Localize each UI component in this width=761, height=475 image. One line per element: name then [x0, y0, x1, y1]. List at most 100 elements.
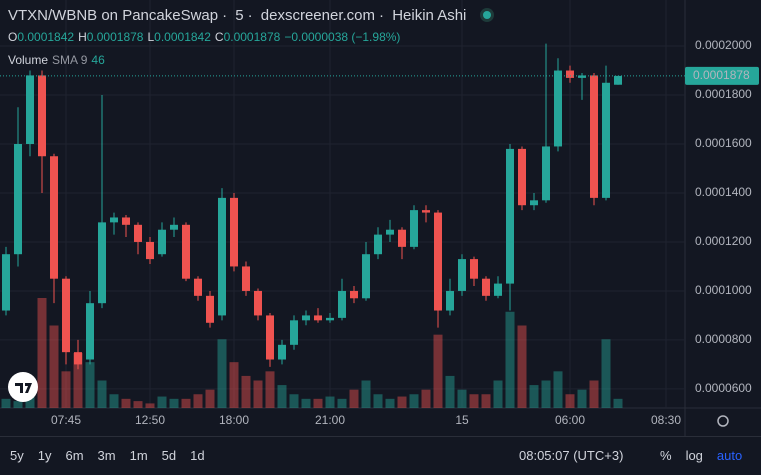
volume-bar: [229, 362, 239, 408]
candle-body: [434, 212, 442, 311]
ohlc-key: L: [147, 30, 155, 44]
toolbar: 5y 1y 6m 3m 1m 5d 1d 08:05:07 (UTC+3) % log auto: [0, 436, 761, 475]
candle-body: [614, 75, 622, 85]
volume-bar: [205, 389, 215, 408]
x-tick-label: 06:00: [555, 413, 585, 427]
volume-bar: [505, 311, 515, 408]
candle-body: [230, 197, 238, 267]
candle-body: [494, 283, 502, 296]
volume-bar: [553, 371, 563, 408]
candle-body: [554, 70, 562, 147]
candle-body: [518, 148, 526, 206]
candle-body: [350, 290, 358, 299]
volume-sma: SMA 9: [52, 53, 88, 67]
candle-body: [134, 224, 142, 242]
volume-bar: [169, 398, 179, 408]
ohlc-key: O: [8, 30, 18, 44]
volume-bar: [85, 362, 95, 408]
volume-bar: [217, 339, 227, 408]
candle-body: [2, 254, 10, 311]
candle-body: [218, 197, 226, 316]
scale-options: % log auto: [660, 448, 742, 463]
volume-bar: [481, 394, 491, 408]
range-button[interactable]: 5d: [161, 448, 177, 463]
volume-bar: [445, 375, 455, 408]
candle-body: [194, 278, 202, 296]
candle-body: [338, 290, 346, 318]
style: Heikin Ashi: [392, 7, 467, 24]
range-button[interactable]: 1m: [129, 448, 148, 463]
volume-bar: [157, 396, 167, 408]
range-button[interactable]: 3m: [97, 448, 116, 463]
sep: ·: [247, 7, 253, 24]
y-tick-label: 0.0002000: [695, 38, 752, 52]
volume-title: Volume: [8, 53, 49, 67]
change: −0.0000038 (−1.98%): [284, 30, 401, 44]
candle-body: [590, 75, 598, 198]
volume-bar: [181, 398, 191, 408]
candle-body: [170, 224, 178, 230]
candle-body: [362, 254, 370, 299]
volume-bar: [541, 380, 551, 408]
volume-bar: [517, 325, 527, 408]
candle-body: [74, 352, 82, 365]
volume-bar: [145, 403, 155, 408]
volume-bar: [373, 394, 383, 408]
candle-body: [422, 210, 430, 213]
scale-option[interactable]: log: [685, 448, 703, 463]
volume-bar: [61, 371, 71, 408]
candle-body: [26, 75, 34, 144]
candle-body: [266, 315, 274, 360]
candle-body: [578, 75, 586, 78]
range-button[interactable]: 1y: [37, 448, 52, 463]
volume-bar: [349, 389, 359, 408]
x-tick-label: 18:00: [219, 413, 249, 427]
range-button[interactable]: 6m: [65, 448, 84, 463]
x-tick-label: 08:30: [651, 413, 681, 427]
volume-bar: [529, 385, 539, 408]
volume-bar: [589, 380, 599, 408]
candle-body: [314, 315, 322, 321]
candle-body: [602, 82, 610, 198]
chart: 0.0000600 0.0000800 0.0001000 0.0001200 0.00…: [0, 0, 761, 436]
volume-bar: [109, 394, 119, 408]
interval: 5: [235, 7, 244, 24]
candle-body: [122, 217, 130, 225]
y-tick-label: 0.0000600: [695, 381, 752, 395]
volume-bar: [301, 398, 311, 408]
candle-body: [182, 224, 190, 279]
volume-bar: [337, 398, 347, 408]
candle-body: [254, 290, 262, 316]
x-tick-label: 15: [455, 413, 469, 427]
scale-option[interactable]: auto: [716, 448, 743, 463]
candle-body: [206, 295, 214, 323]
candle-body: [14, 144, 22, 255]
price-axis-bg: [685, 0, 761, 436]
candle-body: [542, 146, 550, 201]
y-tick-label: 0.0001000: [695, 283, 752, 297]
volume-bar: [409, 394, 419, 408]
scale-option[interactable]: %: [660, 448, 672, 463]
candle-body: [458, 259, 466, 291]
ohlc-key: C: [214, 30, 224, 44]
logo: [8, 372, 38, 402]
ohlc-value: 0.0001842: [154, 30, 211, 44]
candle-body: [326, 317, 334, 321]
source: dexscreener.com: [260, 7, 376, 24]
pair: VTXN/WBNB on PancakeSwap: [8, 7, 219, 24]
candle-body: [470, 259, 478, 279]
range-button[interactable]: 1d: [190, 448, 205, 463]
last-price-box: [685, 66, 759, 85]
range-button[interactable]: 5y: [10, 448, 24, 463]
x-tick-label: 12:50: [135, 413, 165, 427]
volume-bar: [133, 401, 143, 408]
volume-bar: [565, 394, 575, 408]
chart-header: VTXN/WBNB on PancakeSwap · 5 · dexscreener…: [8, 7, 495, 24]
last-price-label: 0.0001878: [693, 68, 750, 82]
volume-bar: [121, 398, 131, 408]
candle-body: [98, 222, 106, 304]
volume-legend: Volume SMA 9 46: [8, 53, 105, 67]
candle-body: [302, 315, 310, 321]
ohlc-legend: O0.0001842 H0.0001878 L0.0001842 C0.0001878…: [8, 30, 404, 44]
x-tick-label: 07:45: [51, 413, 81, 427]
